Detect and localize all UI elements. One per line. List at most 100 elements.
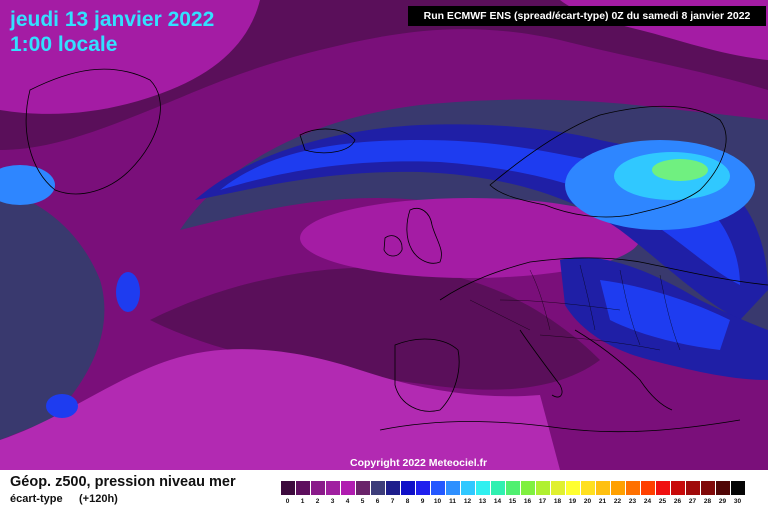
legend-swatch bbox=[565, 481, 580, 495]
dark-band-center bbox=[150, 267, 600, 390]
legend-label: 7 bbox=[390, 498, 395, 505]
border-line-1 bbox=[469, 299, 531, 331]
coastlines bbox=[25, 68, 768, 433]
legend-label: 26 bbox=[673, 498, 682, 505]
legend-swatch bbox=[355, 481, 370, 495]
legend-label: 22 bbox=[613, 498, 622, 505]
legend-cell: 29 bbox=[715, 481, 730, 505]
legend-label: 0 bbox=[285, 498, 290, 505]
forecast-date: jeudi 13 janvier 2022 bbox=[10, 8, 215, 31]
legend-swatch bbox=[340, 481, 355, 495]
legend-cell: 30 bbox=[730, 481, 745, 505]
legend-swatch bbox=[535, 481, 550, 495]
legend-swatch bbox=[700, 481, 715, 495]
magenta-patch-nw bbox=[0, 0, 260, 114]
legend-cell: 18 bbox=[550, 481, 565, 505]
copyright-text: Copyright 2022 Meteociel.fr bbox=[350, 457, 488, 469]
legend-cell: 9 bbox=[415, 481, 430, 505]
legend-label: 28 bbox=[703, 498, 712, 505]
legend-label: 30 bbox=[733, 498, 742, 505]
legend-label: 11 bbox=[449, 498, 456, 505]
green-core-scandinavia bbox=[652, 159, 708, 181]
legend-swatch bbox=[490, 481, 505, 495]
legend-label: 17 bbox=[538, 498, 547, 505]
legend-cell: 2 bbox=[310, 481, 325, 505]
legend-label: 24 bbox=[643, 498, 652, 505]
lead-time: (+120h) bbox=[79, 493, 118, 505]
color-scale-legend: 0 1 2 3 4 5 6 7 8 9 10 11 12 13 14 15 16 17 18 19 20 21 22 23 24… bbox=[280, 481, 745, 505]
legend-label: 1 bbox=[300, 498, 305, 505]
legend-cell: 21 bbox=[595, 481, 610, 505]
blue-se-core bbox=[600, 280, 730, 350]
legend-swatch bbox=[715, 481, 730, 495]
coast-africa bbox=[379, 419, 741, 433]
legend-label: 8 bbox=[405, 498, 410, 505]
legend-label: 21 bbox=[598, 498, 607, 505]
legend-swatch bbox=[460, 481, 475, 495]
legend-swatch bbox=[370, 481, 385, 495]
border-line-3 bbox=[579, 264, 596, 331]
legend-cell: 7 bbox=[385, 481, 400, 505]
coast-ireland bbox=[383, 235, 403, 257]
legend-swatch bbox=[385, 481, 400, 495]
forecast-time: 1:00 locale bbox=[10, 33, 118, 56]
legend-cell: 0 bbox=[280, 481, 295, 505]
legend-label: 18 bbox=[553, 498, 562, 505]
legend-swatch bbox=[685, 481, 700, 495]
legend-cell: 6 bbox=[370, 481, 385, 505]
legend-label: 16 bbox=[523, 498, 532, 505]
legend-cell: 14 bbox=[490, 481, 505, 505]
coast-iberia bbox=[394, 338, 460, 412]
coast-iceland bbox=[299, 128, 356, 154]
legend-label: 13 bbox=[478, 498, 487, 505]
variable-subtitle-label: écart-type bbox=[10, 493, 63, 505]
legend-swatch bbox=[625, 481, 640, 495]
legend-swatch bbox=[505, 481, 520, 495]
navy-band-sw bbox=[0, 190, 105, 440]
legend-cell: 19 bbox=[565, 481, 580, 505]
legend-label: 14 bbox=[493, 498, 502, 505]
legend-swatch bbox=[670, 481, 685, 495]
legend-cell: 25 bbox=[655, 481, 670, 505]
legend-cell: 17 bbox=[535, 481, 550, 505]
legend-cell: 4 bbox=[340, 481, 355, 505]
legend-cell: 15 bbox=[505, 481, 520, 505]
legend-label: 2 bbox=[315, 498, 320, 505]
legend-swatch bbox=[640, 481, 655, 495]
legend-label: 20 bbox=[583, 498, 592, 505]
legend-swatch bbox=[655, 481, 670, 495]
blue-spot-azores bbox=[46, 394, 78, 418]
legend-cell: 8 bbox=[400, 481, 415, 505]
border-line-5 bbox=[659, 274, 681, 351]
run-info-banner: Run ECMWF ENS (spread/écart-type) 0Z du … bbox=[408, 6, 766, 26]
legend-cell: 13 bbox=[475, 481, 490, 505]
legend-label: 6 bbox=[375, 498, 380, 505]
coast-balkans bbox=[574, 329, 673, 411]
legend-swatch bbox=[580, 481, 595, 495]
coast-scandinavia bbox=[489, 105, 727, 218]
legend-swatch bbox=[325, 481, 340, 495]
legend-swatch bbox=[430, 481, 445, 495]
country-borders bbox=[469, 264, 681, 351]
legend-swatch bbox=[595, 481, 610, 495]
legend-swatch bbox=[415, 481, 430, 495]
legend-swatch bbox=[310, 481, 325, 495]
legend-label: 4 bbox=[345, 498, 350, 505]
legend-label: 23 bbox=[628, 498, 637, 505]
legend-cell: 1 bbox=[295, 481, 310, 505]
variable-title: Géop. z500, pression niveau mer bbox=[10, 474, 236, 490]
legend-label: 27 bbox=[688, 498, 697, 505]
legend-swatch bbox=[445, 481, 460, 495]
legend-cell: 28 bbox=[700, 481, 715, 505]
legend-label: 10 bbox=[433, 498, 442, 505]
legend-label: 25 bbox=[658, 498, 667, 505]
legend-label: 19 bbox=[568, 498, 577, 505]
variable-subtitle: écart-type (+120h) bbox=[10, 493, 118, 505]
legend-label: 12 bbox=[463, 498, 472, 505]
legend-label: 3 bbox=[330, 498, 335, 505]
border-line-2 bbox=[529, 269, 551, 331]
border-line-4 bbox=[619, 269, 641, 346]
legend-swatch bbox=[550, 481, 565, 495]
legend-swatch bbox=[520, 481, 535, 495]
legend-swatch bbox=[400, 481, 415, 495]
